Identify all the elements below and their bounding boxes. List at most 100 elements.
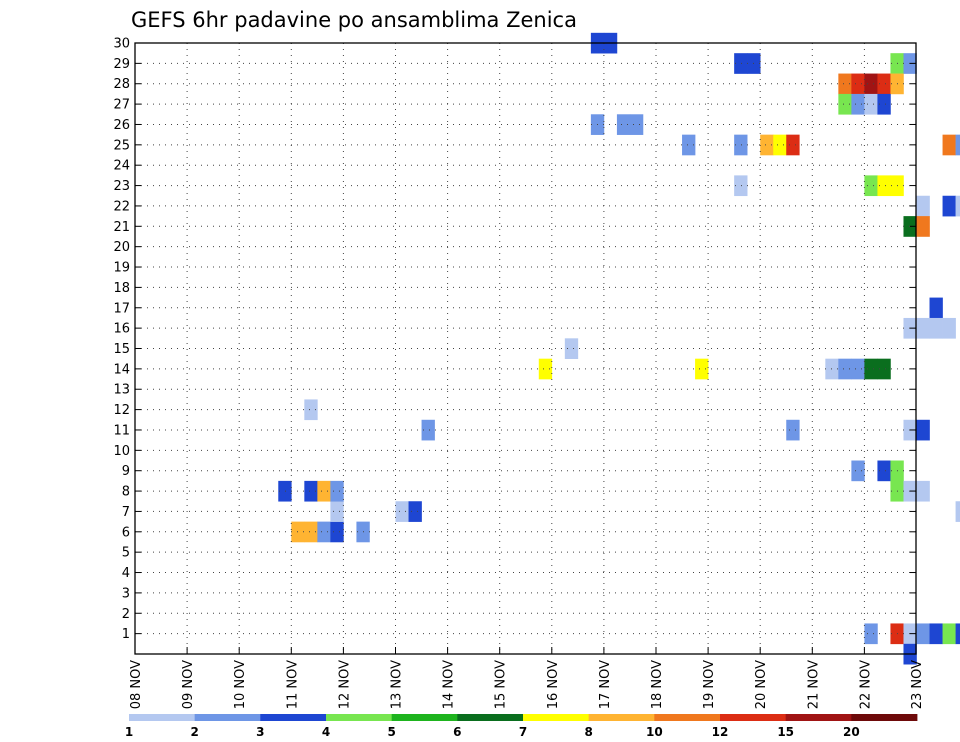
legend-label: 20 bbox=[843, 725, 860, 739]
precip-cell bbox=[942, 195, 956, 217]
precip-cell bbox=[734, 53, 748, 74]
x-tick-label: 21 NOV bbox=[806, 660, 821, 709]
precip-cell bbox=[304, 480, 318, 502]
legend-swatch bbox=[523, 714, 590, 721]
y-tick-label: 21 bbox=[113, 220, 130, 235]
precip-cell bbox=[304, 521, 318, 543]
legend-label: 5 bbox=[387, 725, 395, 739]
legend-label: 2 bbox=[190, 725, 198, 739]
precip-cell bbox=[838, 358, 852, 380]
x-tick-label: 19 NOV bbox=[702, 660, 717, 709]
precip-cell bbox=[317, 521, 331, 543]
precip-cell bbox=[916, 317, 930, 339]
precip-cell bbox=[773, 134, 787, 156]
legend-label: 12 bbox=[712, 725, 729, 739]
precip-cell bbox=[304, 399, 318, 421]
y-tick-label: 23 bbox=[113, 179, 130, 194]
precip-cell bbox=[955, 134, 960, 156]
y-tick-label: 16 bbox=[113, 322, 130, 337]
y-tick-label: 24 bbox=[113, 159, 130, 174]
legend-label: 8 bbox=[584, 725, 592, 739]
x-tick-label: 16 NOV bbox=[546, 660, 561, 709]
y-tick-label: 11 bbox=[113, 423, 130, 438]
chart-title: GEFS 6hr padavine po ansamblima Zenica bbox=[131, 8, 577, 32]
precip-cell bbox=[734, 175, 748, 197]
precip-cell bbox=[864, 623, 878, 645]
precip-cell bbox=[629, 114, 644, 135]
precip-cell bbox=[538, 358, 553, 380]
precip-cell bbox=[786, 419, 800, 441]
precip-cell bbox=[929, 297, 943, 319]
precip-cell bbox=[916, 419, 930, 441]
precip-cell bbox=[838, 73, 852, 95]
precip-cell bbox=[851, 358, 865, 380]
y-tick-label: 12 bbox=[113, 403, 130, 418]
y-tick-label: 20 bbox=[113, 240, 130, 255]
precip-cell bbox=[838, 93, 852, 115]
legend-label: 6 bbox=[453, 725, 461, 739]
y-tick-label: 13 bbox=[113, 383, 130, 398]
precip-cell bbox=[864, 93, 878, 115]
precip-cell bbox=[877, 73, 891, 95]
legend-swatch bbox=[260, 714, 327, 721]
legend-label: 15 bbox=[777, 725, 794, 739]
precip-cell bbox=[330, 480, 344, 502]
y-tick-label: 9 bbox=[122, 464, 130, 479]
x-tick-label: 12 NOV bbox=[337, 660, 352, 709]
legend-swatch bbox=[588, 714, 655, 721]
x-tick-label: 15 NOV bbox=[494, 660, 509, 709]
x-tick-label: 11 NOV bbox=[285, 660, 300, 709]
x-tick-label: 13 NOV bbox=[390, 660, 405, 709]
precip-cell bbox=[317, 480, 331, 502]
precip-cell bbox=[916, 195, 930, 217]
precip-cell bbox=[864, 175, 878, 197]
precip-cell bbox=[864, 358, 878, 380]
y-tick-label: 19 bbox=[113, 261, 130, 276]
grid-lines bbox=[135, 43, 916, 654]
precip-cell bbox=[955, 195, 960, 217]
precip-cell bbox=[851, 73, 865, 95]
x-tick-label: 23 NOV bbox=[910, 660, 925, 709]
x-tick-label: 17 NOV bbox=[598, 660, 613, 709]
legend-label: 7 bbox=[519, 725, 527, 739]
precip-cell bbox=[864, 73, 878, 95]
legend-swatch bbox=[391, 714, 458, 721]
y-tick-label: 2 bbox=[122, 607, 130, 622]
legend-label: 3 bbox=[256, 725, 264, 739]
precip-cell bbox=[955, 501, 960, 522]
precip-cell bbox=[877, 175, 891, 197]
y-tick-label: 8 bbox=[122, 485, 130, 500]
legend-swatch bbox=[654, 714, 721, 721]
y-tick-label: 18 bbox=[113, 281, 130, 296]
y-tick-label: 29 bbox=[113, 57, 130, 72]
precip-cell bbox=[877, 358, 891, 380]
precip-cell bbox=[851, 93, 865, 115]
precip-cell bbox=[851, 460, 865, 482]
y-tick-label: 5 bbox=[122, 546, 130, 561]
precip-cell bbox=[942, 317, 956, 339]
precip-cell bbox=[955, 623, 960, 645]
x-axis: 08 NOV 09 NOV 10 NOV 11 NOV 12 NOV 13 NOV 14 N… bbox=[129, 647, 925, 709]
y-tick-label: 17 bbox=[113, 301, 130, 316]
legend-label: 10 bbox=[646, 725, 663, 739]
y-tick-label: 15 bbox=[113, 342, 130, 357]
legend-swatch bbox=[457, 714, 524, 721]
precip-cell bbox=[695, 358, 709, 380]
precip-cell bbox=[395, 501, 409, 522]
legend-swatch bbox=[129, 714, 196, 721]
x-tick-label: 18 NOV bbox=[650, 660, 665, 709]
x-tick-label: 22 NOV bbox=[858, 660, 873, 709]
y-tick-label: 7 bbox=[122, 505, 130, 520]
y-tick-label: 25 bbox=[113, 138, 130, 153]
y-tick-label: 6 bbox=[122, 525, 130, 540]
y-tick-label: 27 bbox=[113, 98, 130, 113]
legend-swatch bbox=[720, 714, 787, 721]
precip-cell bbox=[760, 134, 774, 156]
y-tick-label: 10 bbox=[113, 444, 130, 459]
precip-cell bbox=[786, 134, 800, 156]
y-tick-label: 28 bbox=[113, 77, 130, 92]
precip-cell bbox=[278, 480, 292, 502]
precip-cell bbox=[942, 134, 956, 156]
precip-cell bbox=[929, 317, 943, 339]
